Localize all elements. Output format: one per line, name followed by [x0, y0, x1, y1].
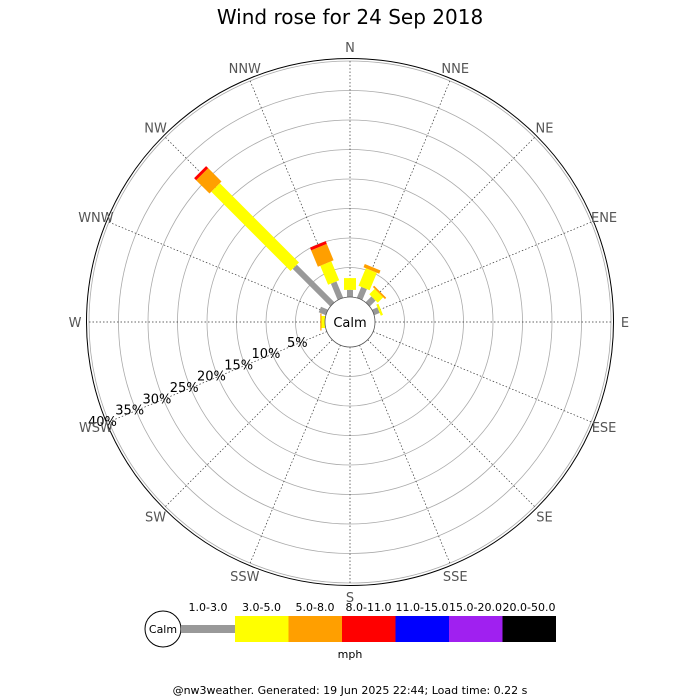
- legend-units: mph: [338, 648, 363, 661]
- ring-label: 15%: [224, 358, 253, 373]
- grid-spoke: [359, 78, 451, 300]
- legend-label: 8.0-11.0: [346, 601, 392, 614]
- bar-nnw-8.0-11.0: [310, 241, 327, 251]
- legend-label: 3.0-5.0: [242, 601, 281, 614]
- grid-ring: [147, 119, 553, 525]
- legend-swatch-11.0-15.0: [395, 616, 449, 642]
- direction-label-s: S: [346, 591, 354, 606]
- ring-label: 40%: [88, 415, 117, 430]
- legend-swatch-5.0-8.0: [288, 616, 342, 642]
- ring-label: 35%: [115, 404, 144, 419]
- bar-nne-5.0-8.0: [363, 264, 381, 274]
- bar-nw-8.0-11.0: [194, 166, 209, 181]
- ring-label: 25%: [170, 381, 199, 396]
- bar-ne-5.0-8.0: [372, 285, 387, 300]
- direction-label-sse: SSE: [443, 570, 468, 585]
- grid-spoke: [106, 331, 328, 423]
- calm-label: Calm: [333, 316, 366, 331]
- bar-w-3.0-5.0: [321, 316, 325, 328]
- legend: Calm 1.0-3.0 3.0-5.0 5.0-8.0 8.0-11.0 11.0-1…: [144, 601, 556, 648]
- direction-label-n: N: [345, 41, 355, 56]
- legend-label: 20.0-50.0: [503, 601, 556, 614]
- legend-label: 15.0-20.0: [449, 601, 502, 614]
- direction-label-wnw: WNW: [78, 211, 114, 226]
- legend-calm-label: Calm: [149, 623, 177, 636]
- bar-nw-1.0-3.0: [292, 264, 335, 307]
- bar-ene-1.0-3.0: [371, 307, 380, 316]
- ring-label: 5%: [287, 336, 308, 351]
- ring-label: 30%: [142, 392, 171, 407]
- bar-nne-3.0-5.0: [358, 268, 377, 291]
- grid-ring: [265, 237, 435, 407]
- bar-ene-3.0-5.0: [376, 303, 383, 316]
- legend-swatch-20.0-50.0: [502, 616, 556, 642]
- bar-n-3.0-5.0: [344, 278, 356, 290]
- bar-ne-3.0-5.0: [369, 288, 384, 303]
- grid-spoke: [372, 221, 594, 313]
- direction-label-wsw: WSW: [79, 421, 113, 436]
- grid-spoke: [359, 344, 451, 566]
- bar-nnw-3.0-5.0: [320, 261, 340, 285]
- direction-label-ene: ENE: [591, 211, 617, 226]
- direction-label-nw: NW: [144, 122, 167, 137]
- direction-label-ssw: SSW: [230, 570, 260, 585]
- legend-swatch-1.0-3.0: [181, 625, 235, 633]
- grid-ring: [206, 178, 494, 466]
- grid-spoke: [163, 339, 333, 509]
- direction-label-sw: SW: [145, 510, 166, 525]
- direction-label-nne: NNE: [441, 62, 469, 77]
- calm-circle: [324, 296, 376, 348]
- grid-spoke: [367, 339, 537, 509]
- legend-swatch-3.0-5.0: [235, 616, 289, 642]
- direction-label-ne: NE: [535, 122, 553, 137]
- direction-label-e: E: [621, 316, 629, 331]
- bar-nnw-5.0-8.0: [311, 243, 334, 267]
- legend-label: 1.0-3.0: [189, 601, 228, 614]
- grid-spoke: [106, 221, 328, 313]
- ring-label: 10%: [251, 347, 280, 362]
- direction-label-w: W: [69, 316, 82, 331]
- footer-text: @nw3weather. Generated: 19 Jun 2025 22:4…: [173, 684, 528, 697]
- direction-label-nnw: NNW: [229, 62, 261, 77]
- bar-nne-1.0-3.0: [356, 286, 367, 301]
- bar-nw-5.0-8.0: [196, 168, 222, 194]
- grid-spoke: [249, 344, 341, 566]
- bar-n-1.0-3.0: [347, 289, 353, 297]
- grid: [86, 58, 614, 586]
- ring-labels: 5% 10%15%20%25%30%35%40%: [88, 336, 308, 430]
- bars: [194, 166, 387, 331]
- legend-swatch-8.0-11.0: [342, 616, 396, 642]
- bar-nnw-1.0-3.0: [330, 281, 344, 301]
- legend-label: 11.0-15.0: [396, 601, 449, 614]
- bar-ne-1.0-3.0: [365, 296, 376, 307]
- chart-title: Wind rose for 24 Sep 2018: [217, 5, 483, 29]
- grid-spoke: [372, 331, 594, 423]
- direction-label-ese: ESE: [592, 421, 617, 436]
- bar-w-5.0-8.0: [320, 313, 322, 331]
- grid-spoke: [367, 135, 537, 305]
- direction-label-se: SE: [536, 510, 552, 525]
- direction-labels: N NNE NE ENE E ESE SE SSE S SSW SW WSW W WNW NW NNW: [69, 41, 630, 606]
- legend-swatch-15.0-20.0: [449, 616, 503, 642]
- legend-label: 5.0-8.0: [296, 601, 335, 614]
- bar-nw-3.0-5.0: [211, 183, 299, 271]
- calm-center: Calm: [324, 296, 376, 348]
- outer-ring: [86, 58, 614, 586]
- bar-wnw-1.0-3.0: [318, 306, 329, 316]
- ring-label: 20%: [197, 370, 226, 385]
